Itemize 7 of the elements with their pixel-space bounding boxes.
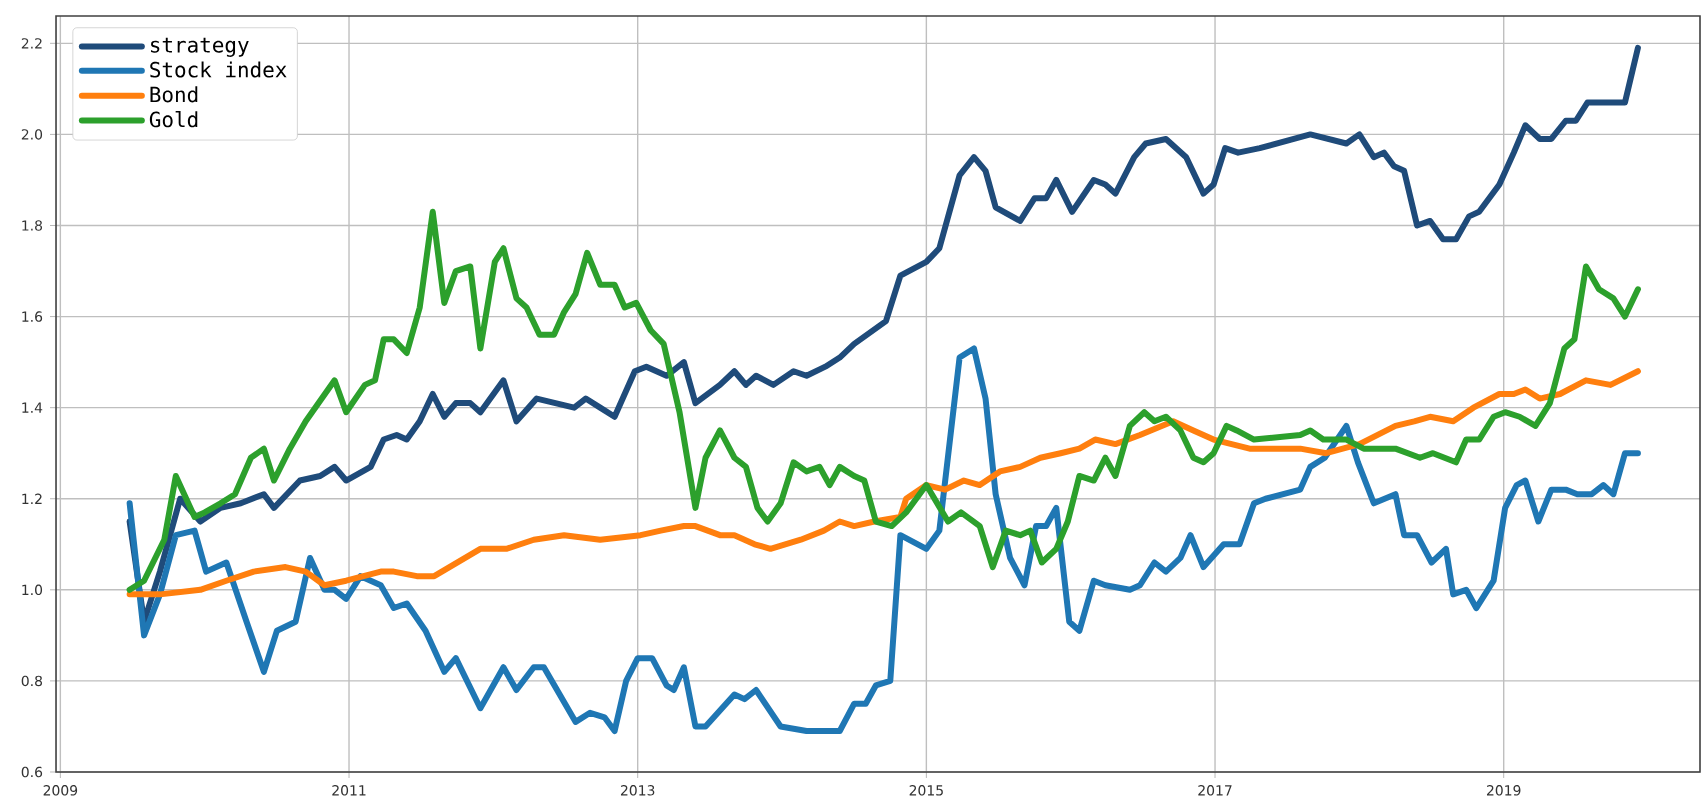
legend-label: Stock index <box>150 61 287 78</box>
legend-label: strategy <box>151 37 249 57</box>
legend-label: Bond <box>150 86 198 103</box>
line-series <box>126 368 1641 598</box>
line-series <box>126 345 1641 734</box>
line-series <box>126 208 1641 593</box>
legend-label: Gold <box>149 111 198 128</box>
